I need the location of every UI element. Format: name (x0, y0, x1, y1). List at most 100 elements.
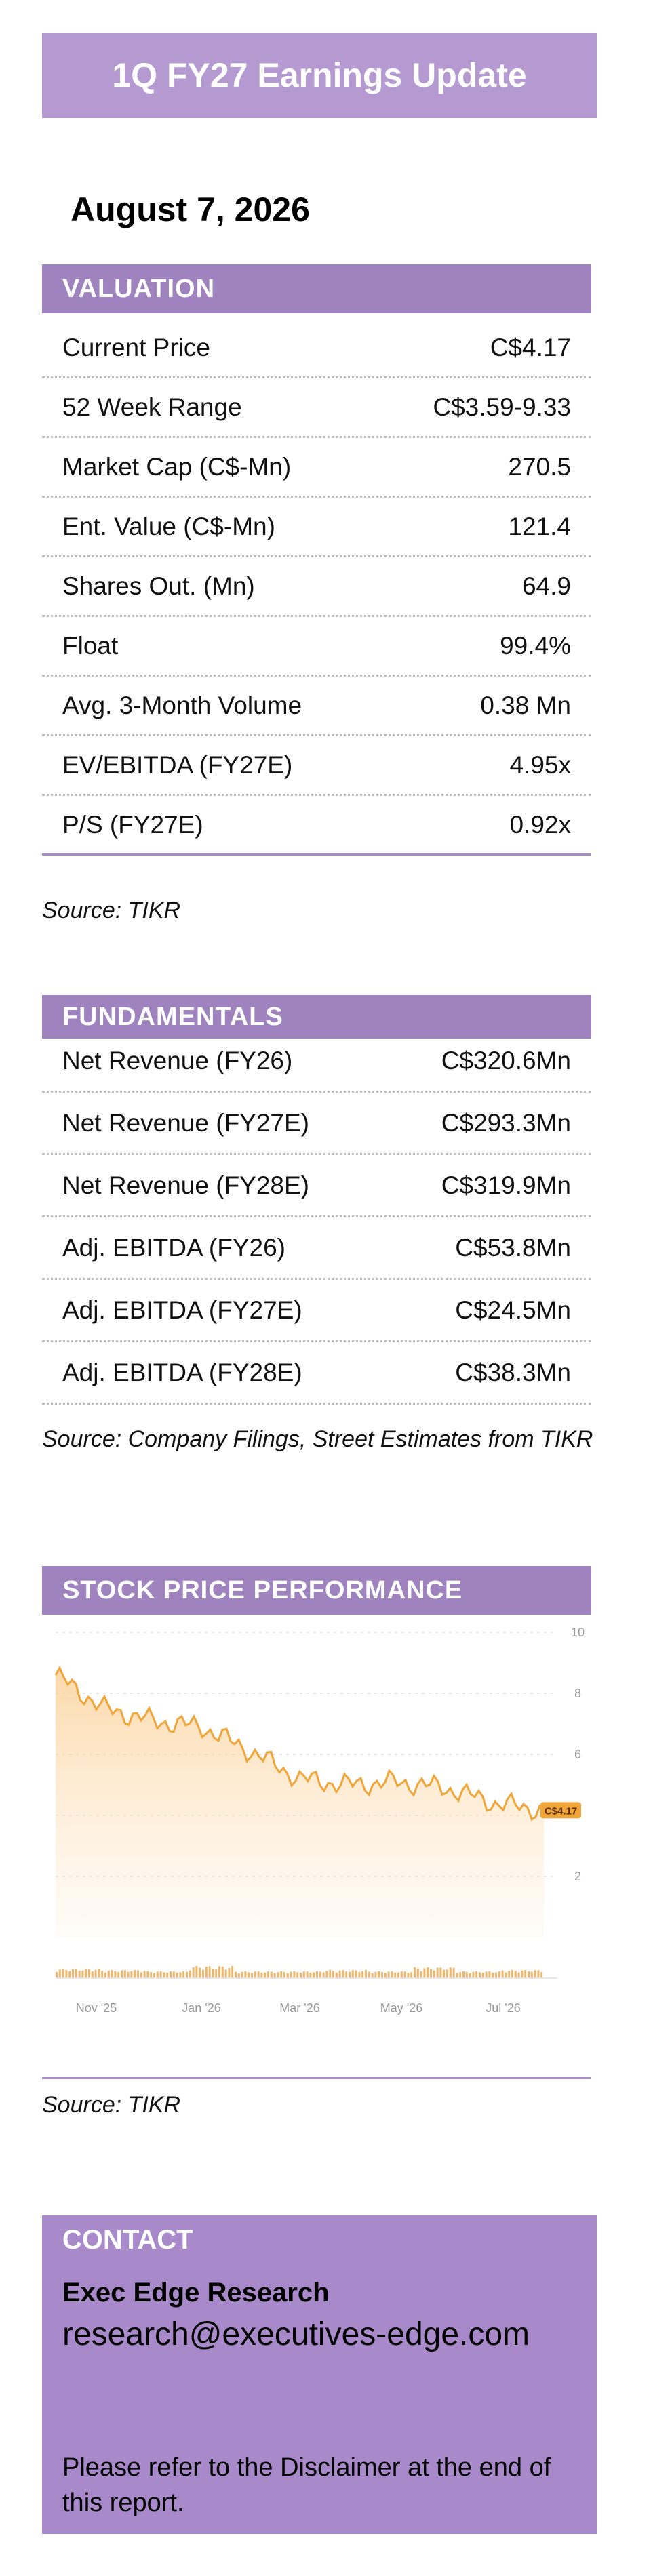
row-value: C$320.6Mn (441, 1046, 571, 1074)
volume-bar (355, 1970, 357, 1978)
volume-bar (302, 1971, 305, 1978)
volume-bar (534, 1970, 536, 1978)
volume-bar (241, 1971, 243, 1978)
volume-bar (465, 1971, 468, 1978)
volume-bar (361, 1971, 364, 1978)
volume-bar (248, 1972, 250, 1978)
volume-bar (159, 1971, 162, 1978)
volume-bar (416, 1968, 419, 1978)
volume-bar (270, 1971, 273, 1978)
row-label: Current Price (62, 333, 210, 361)
stock-source: Source: TIKR (42, 2092, 181, 2118)
disclaimer-note: Please refer to the Disclaimer at the en… (62, 2453, 551, 2517)
volume-bar (358, 1971, 361, 1978)
volume-bar (172, 1971, 175, 1978)
volume-bar (371, 1973, 374, 1978)
volume-bar (117, 1971, 120, 1978)
volume-bar (208, 1966, 211, 1978)
volume-bar (335, 1972, 338, 1978)
table-row: Adj. EBITDA (FY27E) C$24.5Mn (42, 1280, 591, 1342)
volume-bar (156, 1971, 159, 1978)
volume-bar (374, 1971, 377, 1978)
volume-bar (322, 1972, 325, 1978)
volume-bar (521, 1970, 524, 1978)
volume-bar (528, 1971, 530, 1978)
volume-bar (137, 1970, 139, 1978)
volume-bar (300, 1973, 302, 1978)
volume-bar (75, 1969, 77, 1978)
volume-bar (146, 1971, 149, 1978)
price-line (54, 1666, 545, 1822)
report-title-banner: 1Q FY27 Earnings Update (42, 33, 597, 118)
volume-bar (293, 1971, 296, 1978)
volume-bar (134, 1970, 136, 1978)
volume-bar (397, 1972, 399, 1978)
y-axis-labels: 10 8 6 2 (571, 1626, 585, 1883)
volume-bar (277, 1972, 279, 1978)
row-value: C$4.17 (490, 333, 571, 361)
volume-bar (186, 1971, 188, 1978)
volume-bar (439, 1967, 442, 1978)
x-axis-labels: Nov '25 Jan '26 Mar '26 May '26 Jul '26 (76, 2001, 521, 2015)
volume-bar (530, 1971, 533, 1978)
volume-bar (446, 1969, 448, 1978)
row-label: Net Revenue (FY26) (62, 1046, 293, 1074)
row-value: 0.38 Mn (480, 691, 571, 719)
row-label: 52 Week Range (62, 393, 242, 421)
row-value: C$53.8Mn (455, 1233, 571, 1262)
row-label: Ent. Value (C$-Mn) (62, 512, 275, 540)
volume-bar (368, 1971, 370, 1978)
volume-bar (400, 1971, 403, 1978)
chart-divider (42, 2077, 591, 2079)
volume-bar (107, 1970, 110, 1978)
stock-header: STOCK PRICE PERFORMANCE (42, 1566, 591, 1615)
contact-email[interactable]: research@executives-edge.com (62, 2316, 530, 2352)
volume-bar (524, 1970, 527, 1978)
volume-bar (94, 1969, 97, 1978)
fundamentals-header-label: FUNDAMENTALS (62, 1002, 283, 1031)
row-label: P/S (FY27E) (62, 810, 203, 839)
volume-bar (260, 1972, 263, 1978)
fundamentals-source: Source: Company Filings, Street Estimate… (42, 1426, 593, 1452)
volume-bar (140, 1972, 142, 1978)
y-tick-label: 6 (574, 1748, 581, 1761)
valuation-source: Source: TIKR (42, 898, 181, 923)
last-price-tag-label: C$4.17 (545, 1805, 577, 1817)
volume-bar (62, 1969, 64, 1978)
table-row: Net Revenue (FY26) C$320.6Mn (42, 1030, 591, 1093)
volume-bar (378, 1971, 380, 1978)
volume-bar (56, 1972, 58, 1978)
volume-bar (420, 1971, 422, 1978)
valuation-header-label: VALUATION (62, 274, 216, 303)
last-price-tag-bg (540, 1802, 581, 1819)
volume-bar (472, 1971, 475, 1978)
table-row: Current Price C$4.17 (42, 319, 591, 378)
row-value: 0.92x (509, 810, 571, 839)
price-area-fill (56, 1668, 544, 1937)
volume-bar (150, 1972, 153, 1978)
volume-bar (316, 1971, 318, 1978)
volume-bar (179, 1972, 182, 1978)
volume-bar (153, 1973, 155, 1978)
table-row: Shares Out. (Mn) 64.9 (42, 557, 591, 617)
volume-bar (205, 1967, 208, 1978)
volume-bar (436, 1967, 439, 1978)
row-label: Adj. EBITDA (FY27E) (62, 1295, 302, 1324)
volume-bars (56, 1966, 557, 1979)
volume-bar (384, 1973, 387, 1978)
row-value: C$293.3Mn (441, 1108, 571, 1137)
volume-bar (498, 1971, 500, 1978)
report-title: 1Q FY27 Earnings Update (112, 56, 527, 94)
row-label: Float (62, 631, 119, 660)
volume-bar (286, 1973, 289, 1978)
volume-bar (462, 1971, 465, 1978)
volume-bar (143, 1971, 146, 1978)
x-tick-label: Nov '25 (76, 2001, 117, 2015)
row-label: Net Revenue (FY28E) (62, 1171, 310, 1199)
table-row: Net Revenue (FY27E) C$293.3Mn (42, 1093, 591, 1155)
volume-bar (224, 1969, 227, 1978)
volume-bar (488, 1971, 491, 1978)
volume-bar (98, 1969, 100, 1978)
volume-bar (479, 1972, 481, 1978)
volume-bar (514, 1971, 517, 1978)
